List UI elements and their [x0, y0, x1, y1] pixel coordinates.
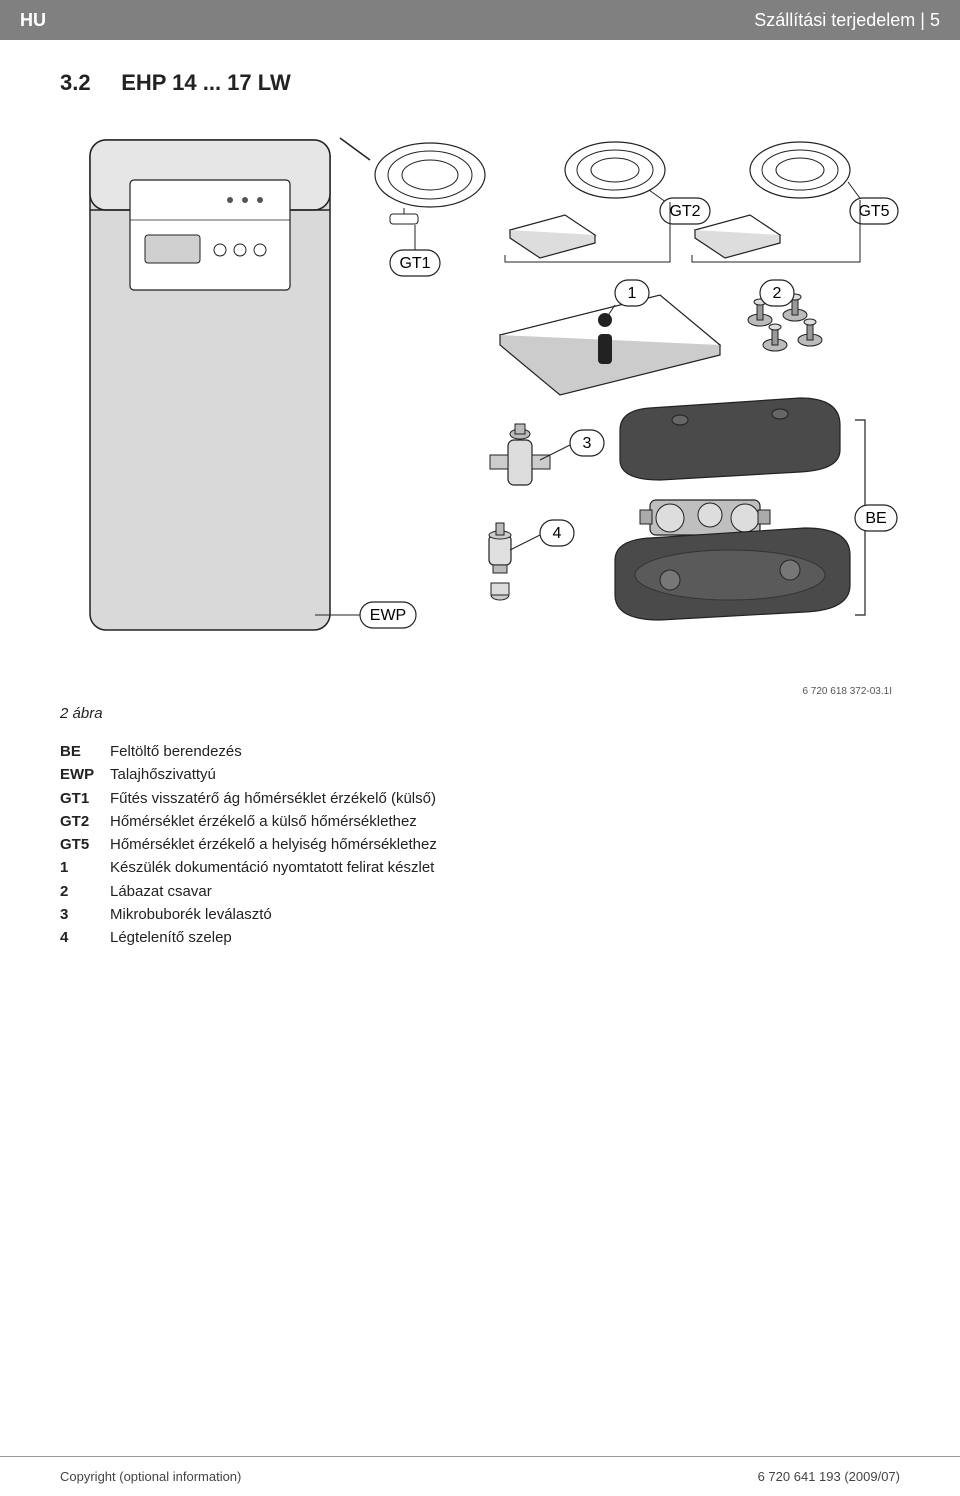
diagram-svg: GT1 GT2 GT5 1 2 3: [60, 120, 900, 680]
legend-row: 3Mikrobuborék leválasztó: [60, 903, 900, 926]
microbubble-separator-icon: [490, 424, 550, 485]
section-name: EHP 14 ... 17 LW: [121, 70, 291, 95]
diagram-footnote: 6 720 618 372-03.1I: [60, 686, 900, 697]
legend-row: 1Készülék dokumentáció nyomtatott felira…: [60, 856, 900, 879]
callout-gt1: GT1: [399, 255, 430, 272]
callout-gt5: GT5: [858, 203, 889, 220]
legend-row: BEFeltöltő berendezés: [60, 740, 900, 763]
legend-row: 2Lábazat csavar: [60, 880, 900, 903]
legend-list: BEFeltöltő berendezés EWPTalajhőszivatty…: [60, 740, 900, 949]
callout-3: 3: [583, 435, 592, 452]
figure-caption: 2 ábra: [60, 705, 900, 722]
header-lang: HU: [20, 10, 46, 31]
page-footer: Copyright (optional information) 6 720 6…: [0, 1456, 960, 1496]
header-title: Szállítási terjedelem | 5: [754, 10, 940, 31]
filling-device-icon: [615, 398, 850, 620]
title-gap: [97, 70, 115, 95]
section-title: 3.2 EHP 14 ... 17 LW: [60, 70, 900, 96]
callout-be: BE: [865, 510, 886, 527]
heat-pump-icon: [90, 140, 330, 630]
header-page-no: 5: [930, 10, 940, 30]
section-number: 3.2: [60, 70, 91, 95]
legend-row: GT2Hőmérséklet érzékelő a külső hőmérsék…: [60, 810, 900, 833]
page-content: 3.2 EHP 14 ... 17 LW: [0, 40, 960, 949]
gt5-sensor-icon: [695, 142, 850, 258]
gt1-sensor-icon: [340, 138, 485, 224]
callout-gt2: GT2: [669, 203, 700, 220]
header-separator: |: [920, 10, 930, 30]
legend-row: GT5Hőmérséklet érzékelő a helyiség hőmér…: [60, 833, 900, 856]
gt2-sensor-icon: [510, 142, 665, 258]
callout-4: 4: [553, 525, 562, 542]
callout-ewp: EWP: [370, 607, 406, 624]
callout-1: 1: [628, 285, 637, 302]
callout-2: 2: [773, 285, 782, 302]
scope-of-delivery-diagram: GT1 GT2 GT5 1 2 3: [60, 120, 900, 680]
legend-row: GT1Fűtés visszatérő ág hőmérséklet érzék…: [60, 787, 900, 810]
page-header: HU Szállítási terjedelem | 5: [0, 0, 960, 40]
documentation-icon: [500, 295, 720, 395]
header-title-text: Szállítási terjedelem: [754, 10, 915, 30]
legend-row: EWPTalajhőszivattyú: [60, 763, 900, 786]
footer-left: Copyright (optional information): [60, 1469, 241, 1484]
footer-right: 6 720 641 193 (2009/07): [758, 1469, 900, 1484]
legend-row: 4Légtelenítő szelep: [60, 926, 900, 949]
air-vent-valve-icon: [489, 523, 511, 600]
